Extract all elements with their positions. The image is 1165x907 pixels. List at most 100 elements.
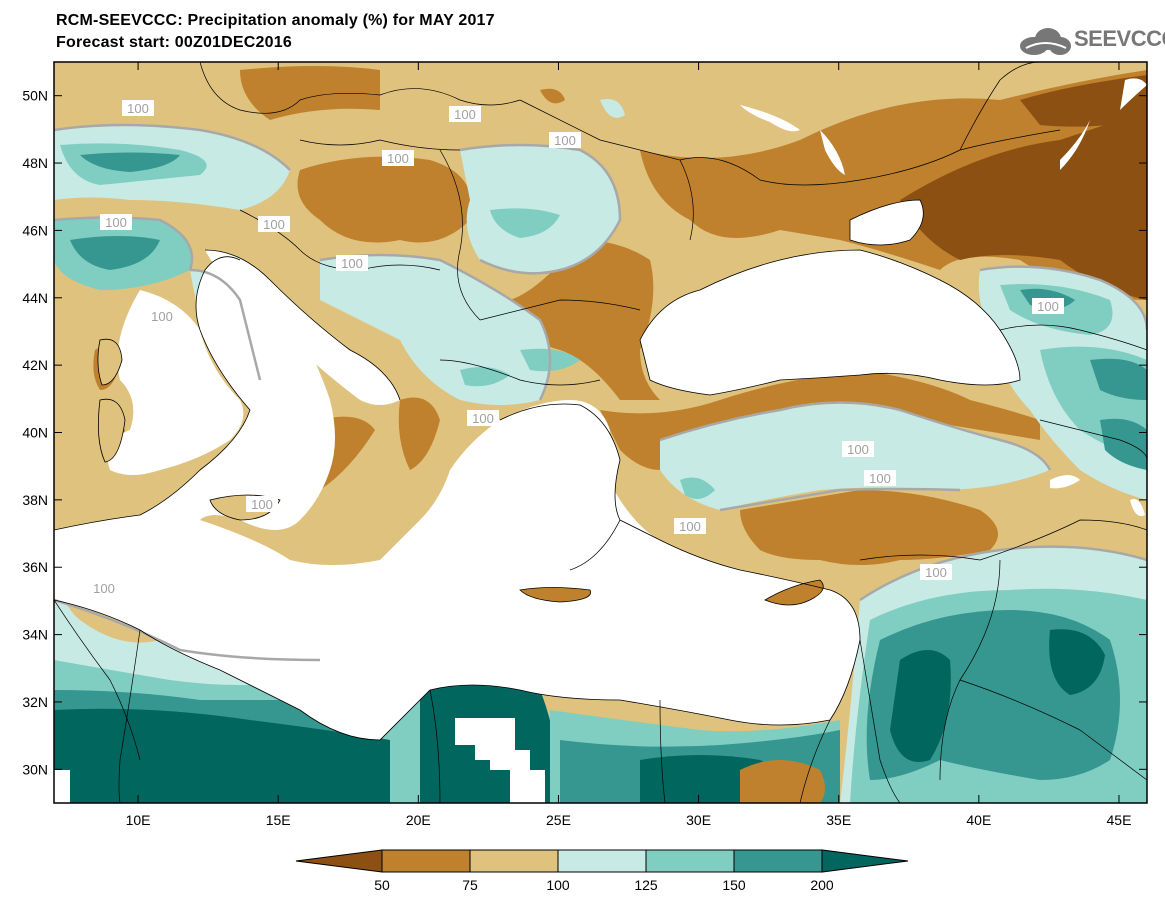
anomaly-region-wettest [70, 236, 160, 270]
anomaly-region-dry [510, 240, 660, 400]
sardinia-island [98, 399, 125, 462]
lat-tick-label: 32N [22, 694, 48, 710]
contour-label: 100 [1037, 299, 1059, 314]
contour-label-bg [122, 100, 154, 116]
contour-labels: 100 100 100 100 100 100 100 100 100 100 100 100 100 1… [88, 100, 1064, 596]
missing-data-patch [820, 130, 845, 175]
contour-label: 100 [341, 256, 363, 271]
aegean-sea [500, 404, 620, 570]
colorbar-label: 125 [634, 877, 658, 893]
contour-label: 100 [93, 581, 115, 596]
anomaly-region-very-dry [900, 110, 1147, 300]
contour-label-bg [920, 564, 952, 580]
contour-label: 100 [679, 519, 701, 534]
corsica-island [97, 339, 122, 385]
tyrrhenian-adriatic-sea [107, 290, 244, 475]
contour-label: 100 [554, 133, 576, 148]
colorbar-swatch [469, 849, 559, 873]
country-borders [54, 62, 1147, 803]
contour-label: 100 [454, 107, 476, 122]
logo-text: SEEVCCC [1074, 26, 1165, 51]
contour-label: 100 [869, 471, 891, 486]
lat-tick-label: 30N [22, 761, 48, 777]
lat-tick-label: 36N [22, 559, 48, 575]
contour-label-bg [88, 580, 120, 596]
contour-label: 100 [127, 101, 149, 116]
lat-tick-label: 50N [22, 88, 48, 104]
lon-tick-label: 20E [406, 812, 431, 828]
anomaly-region-wetter [680, 477, 715, 499]
colorbar-swatch [295, 849, 383, 873]
anomaly-region-very-dry [1020, 75, 1147, 127]
anomaly-region-dry [398, 397, 440, 470]
colorbar-swatch [645, 849, 735, 873]
colorbar-swatch [557, 849, 647, 873]
anomaly-region-dry [297, 156, 472, 243]
contour-label: 100 [472, 411, 494, 426]
missing-data-patch [1050, 475, 1080, 489]
anomaly-region-dry [540, 88, 565, 104]
colorbar: 50 75 100 125 150 200 [295, 849, 909, 893]
lon-tick-label: 25E [546, 812, 571, 828]
contour-label-bg [258, 216, 290, 232]
contour-label-bg [382, 150, 414, 166]
anomaly-region-dry [740, 760, 825, 803]
anomaly-region-wet [320, 255, 550, 405]
contour-label-bg [842, 441, 874, 457]
seevccc-logo: SEEVCCC [1018, 24, 1165, 58]
contour-100-lines [54, 123, 1147, 662]
contour-label: 100 [105, 215, 127, 230]
cyprus-island [765, 580, 824, 605]
anomaly-region-wettest [1100, 418, 1147, 470]
missing-data-patch [1120, 78, 1147, 110]
anomaly-region-extreme-wet [1049, 629, 1105, 695]
contour-label: 100 [151, 309, 173, 324]
missing-data-patch [740, 105, 800, 132]
contour-label-bg [674, 518, 706, 534]
contour-label: 100 [925, 565, 947, 580]
anomaly-region-dry [740, 490, 998, 565]
sea-of-azov [850, 200, 924, 245]
anomaly-region-dry [240, 66, 380, 120]
cloud-logo-icon [1020, 28, 1071, 55]
lat-tick-label: 48N [22, 155, 48, 171]
anomaly-region-wettest [80, 152, 180, 172]
contour-label-bg [100, 214, 132, 230]
mediterranean-sea [54, 256, 860, 740]
anomaly-region-wettest [1090, 358, 1147, 400]
lat-tick-label: 46N [22, 222, 48, 238]
colorbar-label: 75 [462, 877, 478, 893]
colorbar-label: 100 [546, 877, 570, 893]
anomaly-region-wet [600, 99, 625, 118]
lon-tick-label: 10E [126, 812, 151, 828]
longitude-axis: 10E 15E 20E 25E 30E 35E 40E 45E [126, 62, 1132, 828]
colorbar-swatch [821, 849, 909, 873]
missing-data-patch [54, 770, 70, 803]
colorbar-label: 50 [374, 877, 390, 893]
lat-tick-label: 42N [22, 357, 48, 373]
anomaly-region-wetter [490, 208, 560, 238]
lon-tick-label: 40E [966, 812, 991, 828]
colorbar-swatch [381, 849, 471, 873]
anomaly-region-extreme-wet [890, 650, 951, 762]
contour-label-bg [449, 106, 481, 122]
lat-tick-label: 44N [22, 290, 48, 306]
lat-tick-label: 40N [22, 425, 48, 441]
contour-label-bg [146, 308, 178, 324]
missing-data-patch [455, 718, 545, 803]
lon-tick-label: 15E [266, 812, 291, 828]
contour-label-bg [336, 255, 368, 271]
contour-label-bg [549, 132, 581, 148]
lon-tick-label: 45E [1107, 812, 1132, 828]
lon-tick-label: 30E [686, 812, 711, 828]
coastlines [54, 199, 1021, 741]
map-field [54, 62, 1147, 803]
colorbar-swatch [733, 849, 823, 873]
contour-label: 100 [387, 151, 409, 166]
map-title: RCM-SEEVCCC: Precipitation anomaly (%) f… [56, 12, 495, 29]
missing-data-patch [1130, 499, 1145, 516]
forecast-start-subtitle: Forecast start: 00Z01DEC2016 [56, 34, 292, 51]
contour-label: 100 [263, 217, 285, 232]
lat-tick-label: 38N [22, 492, 48, 508]
anomaly-region-extreme-wet [54, 708, 390, 803]
